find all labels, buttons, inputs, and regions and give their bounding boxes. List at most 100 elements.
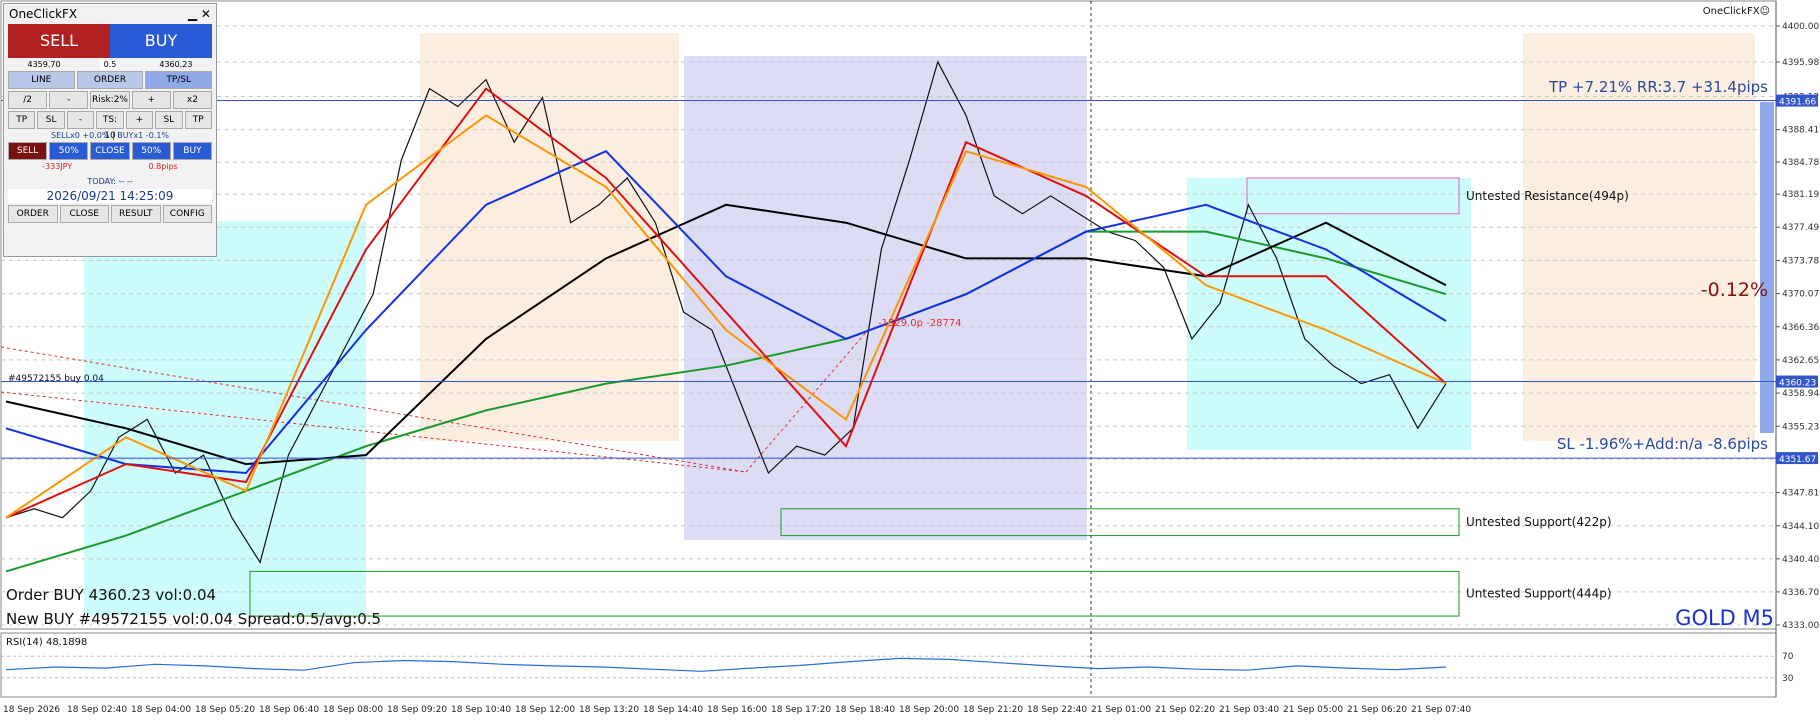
panel-button[interactable]: TS: 10 [96, 111, 124, 141]
panel-button[interactable]: TP/SL [145, 71, 213, 89]
x-tick-label: 21 Sep 03:40 [1219, 705, 1279, 715]
pl-pips: 0.8pips [148, 162, 178, 171]
y-tick-label: 4340.40 [1782, 555, 1819, 565]
x-tick-label: 18 Sep 09:20 [387, 705, 447, 715]
y-tick-label: 4388.41 [1782, 126, 1819, 136]
zone [1246, 177, 1460, 215]
x-tick-label: 18 Sep 02:40 [67, 705, 127, 715]
zone-label: Untested Support(444p) [1466, 587, 1612, 601]
panel-button[interactable]: CLOSE [90, 142, 130, 160]
shaded-region [1187, 178, 1471, 450]
sell-button[interactable]: SELL [8, 24, 110, 58]
x-tick-label: 18 Sep 18:40 [835, 705, 895, 715]
x-tick-label: 21 Sep 01:00 [1091, 705, 1151, 715]
x-tick-label: 18 Sep 2026 [3, 705, 60, 715]
shaded-region [684, 56, 1087, 540]
level-label: 4391.66 [1779, 98, 1816, 108]
x-tick-label: 18 Sep 17:20 [771, 705, 831, 715]
level-tag [1776, 94, 1818, 107]
close-icon[interactable]: ▁ ✕ [187, 7, 211, 21]
buy-button[interactable]: BUY [110, 24, 212, 58]
panel-button[interactable]: ORDER [76, 71, 144, 89]
rsi-frame [0, 632, 1777, 698]
x-tick-label: 18 Sep 22:40 [1027, 705, 1087, 715]
x-tick-label: 18 Sep 14:40 [643, 705, 703, 715]
panel-button[interactable]: BUY [172, 142, 213, 160]
moving-average [5, 149, 1447, 475]
level-label: 4360.23 [1779, 379, 1816, 389]
level-tag [1776, 452, 1818, 465]
rsi-tick-label: 30 [1782, 674, 1794, 684]
panel-button[interactable]: ORDER [8, 205, 58, 223]
rsi-title: RSI(14) 48.1898 [6, 637, 87, 648]
shaded-region [84, 221, 366, 615]
pct-text: -0.12% [1701, 279, 1768, 301]
trade-panel: OneClickFX ▁ ✕ SELL BUY 4359.70 0.5 4360.23… [3, 3, 217, 257]
sl-tp-bar [1760, 102, 1774, 433]
panel-button[interactable]: /2 [8, 91, 48, 109]
symbol: GOLD M5 [1675, 606, 1774, 630]
x-tick-label: 18 Sep 10:40 [451, 705, 511, 715]
x-tick-label: 18 Sep 06:40 [259, 705, 319, 715]
y-tick-label: 4344.10 [1782, 522, 1819, 532]
positions: SELLx0 +0.0% | BUYx1 -0.1% [50, 131, 170, 140]
ask: 4360.23 [159, 60, 193, 69]
level-label: 4351.67 [1779, 455, 1816, 465]
x-tick-label: 18 Sep 16:00 [707, 705, 767, 715]
moving-average [5, 87, 1447, 519]
deco-line [745, 329, 869, 473]
panel-button[interactable]: LINE [8, 71, 75, 89]
panel-button[interactable]: SL [37, 111, 65, 129]
panel-button[interactable]: Risk:2% [90, 91, 130, 109]
panel-button[interactable]: RESULT [111, 205, 161, 223]
rsi-tick-label: 70 [1782, 652, 1794, 662]
panel-button[interactable]: CLOSE [59, 205, 109, 223]
y-tick-label: 4377.49 [1782, 223, 1819, 233]
x-tick-label: 18 Sep 13:20 [579, 705, 639, 715]
broker: OneClickFX☺ [1703, 6, 1770, 17]
panel-button[interactable]: CONFIG [162, 205, 212, 223]
zone [780, 508, 1460, 537]
y-tick-label: 4336.70 [1782, 588, 1819, 598]
x-tick-label: 21 Sep 02:20 [1155, 705, 1215, 715]
panel-button[interactable]: TP [184, 111, 212, 129]
panel-header: OneClickFX ▁ ✕ [4, 4, 216, 24]
y-tick-label: 4366.36 [1782, 323, 1819, 333]
x-tick-label: 18 Sep 04:00 [131, 705, 191, 715]
panel-button[interactable]: SELL [8, 142, 48, 160]
y-tick-label: 4381.19 [1782, 190, 1819, 200]
x-tick-label: 18 Sep 12:00 [515, 705, 575, 715]
panel-button[interactable]: - [66, 111, 95, 129]
x-tick-label: 21 Sep 05:00 [1283, 705, 1343, 715]
panel-button[interactable]: - [49, 91, 89, 109]
tp-text: TP +7.21% RR:3.7 +31.4pips [1548, 78, 1768, 96]
moving-average [5, 114, 1447, 519]
y-tick-label: 4362.65 [1782, 356, 1819, 366]
y-tick-label: 4395.98 [1782, 58, 1819, 68]
x-tick-label: 21 Sep 07:40 [1411, 705, 1471, 715]
x-tick-label: 18 Sep 21:20 [963, 705, 1023, 715]
y-tick-label: 4355.23 [1782, 422, 1819, 432]
pl-money: -333JPY [42, 162, 73, 171]
shaded-region [420, 33, 679, 441]
panel-button[interactable]: + [125, 111, 154, 129]
panel-button[interactable]: 50% [49, 142, 89, 160]
position-label: #49572155 buy 0.04 [8, 374, 104, 384]
y-tick-label: 4373.78 [1782, 256, 1819, 266]
x-tick-label: 18 Sep 05:20 [195, 705, 255, 715]
trade-label: -1529.0p -28774 [878, 318, 962, 329]
y-tick-label: 4384.78 [1782, 158, 1819, 168]
y-tick-label: 4370.07 [1782, 290, 1819, 300]
panel-button[interactable]: TP [8, 111, 36, 129]
zone-label: Untested Resistance(494p) [1466, 189, 1629, 203]
y-tick-label: 4358.94 [1782, 389, 1819, 399]
y-tick-label: 4347.81 [1782, 489, 1819, 499]
panel-button[interactable]: x2 [172, 91, 213, 109]
today: TODAY: -- -- [87, 177, 133, 186]
panel-button[interactable]: SL [155, 111, 183, 129]
panel-button[interactable]: + [131, 91, 171, 109]
lot[interactable]: 0.5 [99, 60, 121, 69]
y-tick-label: 4333.00 [1782, 621, 1819, 631]
panel-button[interactable]: 50% [131, 142, 171, 160]
level-tag [1776, 375, 1818, 388]
